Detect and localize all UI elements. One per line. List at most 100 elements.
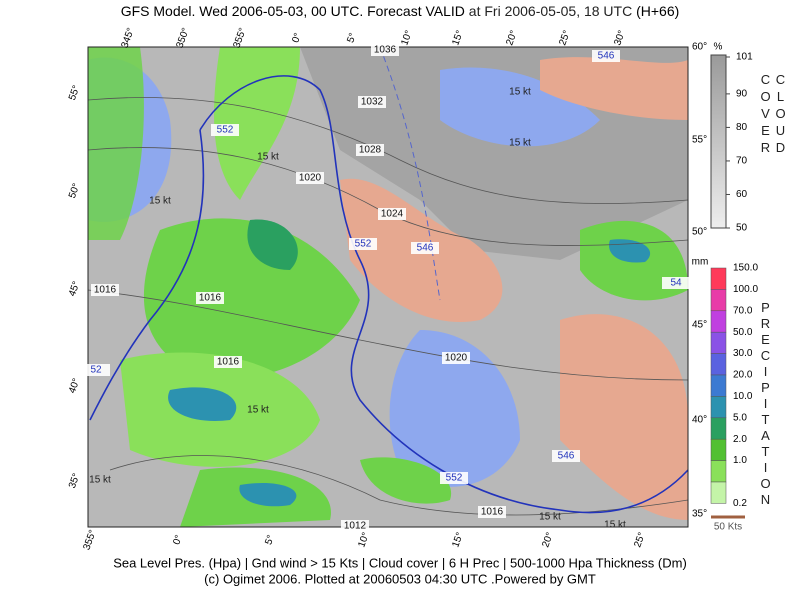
isobar-label: 1016 xyxy=(481,507,504,518)
isobar-label: 1012 xyxy=(344,521,367,532)
wind-label: 15 kt xyxy=(509,138,531,149)
lon-label: 20° xyxy=(540,531,556,549)
isobar-label: 1020 xyxy=(299,173,322,184)
lat-label: 55° xyxy=(692,135,707,146)
lon-label: 5° xyxy=(345,32,359,45)
isobar-label-box xyxy=(378,208,406,220)
thickness-label: 552 xyxy=(355,239,372,250)
thickness-label: 552 xyxy=(446,473,463,484)
precip-field xyxy=(360,457,452,504)
precip-swatch xyxy=(710,374,727,397)
wind-label: 15 kt xyxy=(247,405,269,416)
precip-field xyxy=(247,219,298,270)
precip-level-label: 0.2 xyxy=(733,498,747,509)
isobar-label: 1016 xyxy=(94,285,117,296)
precip-level-label: 20.0 xyxy=(733,370,753,381)
water-field xyxy=(440,67,600,147)
lon-label: 5° xyxy=(263,534,277,547)
isobar-label-box xyxy=(371,44,399,56)
lat-label: 50° xyxy=(67,182,83,200)
precip-swatch xyxy=(710,481,727,504)
title-prefix: GFS Model. Wed 2006-05-03, 00 UTC. Forec… xyxy=(121,3,465,19)
isobar-label: 1028 xyxy=(359,145,382,156)
isobar-label-box xyxy=(356,144,384,156)
thickness-line xyxy=(89,129,205,421)
thickness-label-box xyxy=(440,472,468,484)
wind-label: 15 kt xyxy=(89,475,111,486)
lat-label: 55° xyxy=(67,84,83,102)
cloud-tick-label: 90 xyxy=(736,89,748,100)
precip-swatch xyxy=(710,289,727,312)
precip-swatch xyxy=(710,438,727,461)
wind-label: 15 kt xyxy=(539,512,561,523)
precip-field xyxy=(143,218,360,380)
isobar-label: 1032 xyxy=(361,97,384,108)
lat-label: 35° xyxy=(67,472,83,490)
lon-label: 15° xyxy=(450,531,466,549)
precip-level-label: 2.0 xyxy=(733,434,747,445)
thickness-label: 52 xyxy=(90,365,102,376)
precip-legend-title: PRECIPITATION xyxy=(758,300,773,508)
wind-label: 15 kt xyxy=(604,520,626,531)
isobar-label-box xyxy=(442,352,470,364)
thickness-label: 546 xyxy=(558,451,575,462)
lon-label: 30° xyxy=(612,29,628,47)
cloud-tick-label: 101 xyxy=(736,52,753,63)
cloud-bar xyxy=(710,54,727,229)
lat-label: 40° xyxy=(67,377,83,395)
isobar-label-box xyxy=(478,506,506,518)
isobar-label: 1024 xyxy=(381,209,404,220)
thickness-line xyxy=(199,75,688,514)
isobar-label-box xyxy=(296,172,324,184)
isobar-label-box xyxy=(196,292,224,304)
isobar-label: 1016 xyxy=(199,293,222,304)
lon-label: 10° xyxy=(399,29,415,47)
thickness-label: 546 xyxy=(598,51,615,62)
isobar-label-box xyxy=(341,520,369,532)
thickness-label: 54 xyxy=(670,278,682,289)
thickness-label-box xyxy=(552,450,580,462)
title: GFS Model. Wed 2006-05-03, 00 UTC. Forec… xyxy=(121,3,680,19)
cloud-tick-label: 60 xyxy=(736,189,748,200)
precip-swatch xyxy=(710,267,727,290)
wind-label: 15 kt xyxy=(149,196,171,207)
lon-label: 0° xyxy=(290,32,304,45)
precip-level-label: 10.0 xyxy=(733,391,753,402)
lat-label: 50° xyxy=(692,227,707,238)
cloud-tick-label: 70 xyxy=(736,156,748,167)
precip-level-label: 50.0 xyxy=(733,327,753,338)
map-area xyxy=(87,46,689,528)
precip-level-label: 150.0 xyxy=(733,263,758,274)
precip-level-label: 5.0 xyxy=(733,412,747,423)
precip-level-label: 70.0 xyxy=(733,305,753,316)
lon-label: 20° xyxy=(504,29,520,47)
cloud-tick-label: 80 xyxy=(736,122,748,133)
precip-swatch xyxy=(710,396,727,419)
isobar-label: 1016 xyxy=(217,357,240,368)
title-suffix: (H+66) xyxy=(636,3,679,19)
isobar-label-box xyxy=(91,284,119,296)
thickness-label-box xyxy=(592,50,620,62)
precip-swatch xyxy=(710,331,727,354)
thickness-line xyxy=(379,47,441,301)
precip-swatch xyxy=(710,417,727,440)
thickness-label-box xyxy=(411,242,439,254)
lat-label: 45° xyxy=(692,320,707,331)
isobar-label: 1020 xyxy=(445,353,468,364)
lon-label: 25° xyxy=(632,531,648,549)
thickness-label: 546 xyxy=(417,243,434,254)
precip-unit: mm xyxy=(692,257,709,268)
thickness-label-box xyxy=(662,277,690,289)
isobar-label-box xyxy=(358,96,386,108)
precip-field xyxy=(168,387,237,421)
thickness-label-box xyxy=(211,124,239,136)
precip-field xyxy=(239,482,297,507)
isobar-label: 1036 xyxy=(374,45,397,56)
cloud-legend-title: CLOUD COVER xyxy=(758,72,788,157)
precip-field xyxy=(214,47,300,200)
precip-swatch xyxy=(710,460,727,483)
lat-label: 35° xyxy=(692,509,707,520)
cloud-tick-label: 50 xyxy=(736,223,748,234)
isobar xyxy=(88,289,688,381)
